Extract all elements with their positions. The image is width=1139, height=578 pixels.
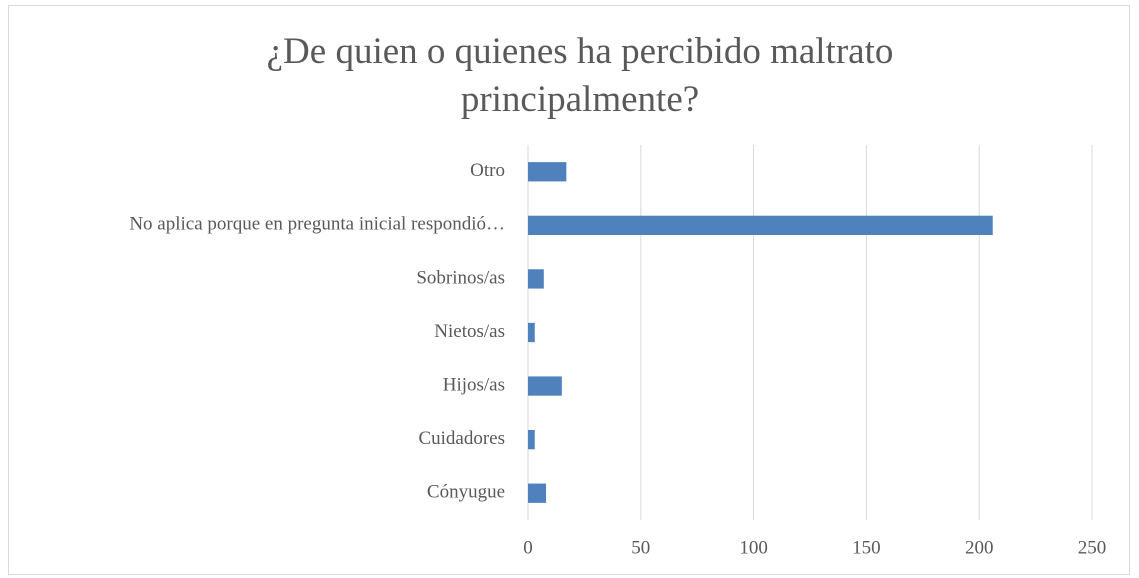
x-tick-label: 150: [852, 537, 881, 558]
bar: [528, 430, 535, 450]
bar: [528, 269, 544, 289]
x-tick-label: 250: [1078, 537, 1107, 558]
y-tick-label: Cónyugue: [427, 482, 505, 503]
bar: [528, 322, 535, 343]
y-tick-label: Sobrinos/as: [416, 267, 505, 288]
x-tick-label: 0: [523, 537, 533, 558]
x-tick-label: 50: [631, 537, 650, 558]
x-tick-label: 100: [739, 537, 768, 558]
bar: [528, 162, 567, 182]
y-tick-label: Cuidadores: [418, 428, 505, 449]
y-tick-label: No aplica porque en pregunta inicial res…: [129, 214, 505, 235]
chart-frame: [8, 5, 1130, 575]
bar: [528, 483, 547, 503]
y-tick-label: Otro: [470, 160, 505, 181]
x-tick-label: 200: [965, 537, 994, 558]
chart-title: ¿De quien o quienes ha percibido maltrat…: [266, 31, 894, 120]
bar: [528, 215, 993, 235]
bar: [528, 376, 562, 396]
y-tick-label: Nietos/as: [434, 321, 505, 342]
y-tick-label: Hijos/as: [443, 374, 505, 395]
